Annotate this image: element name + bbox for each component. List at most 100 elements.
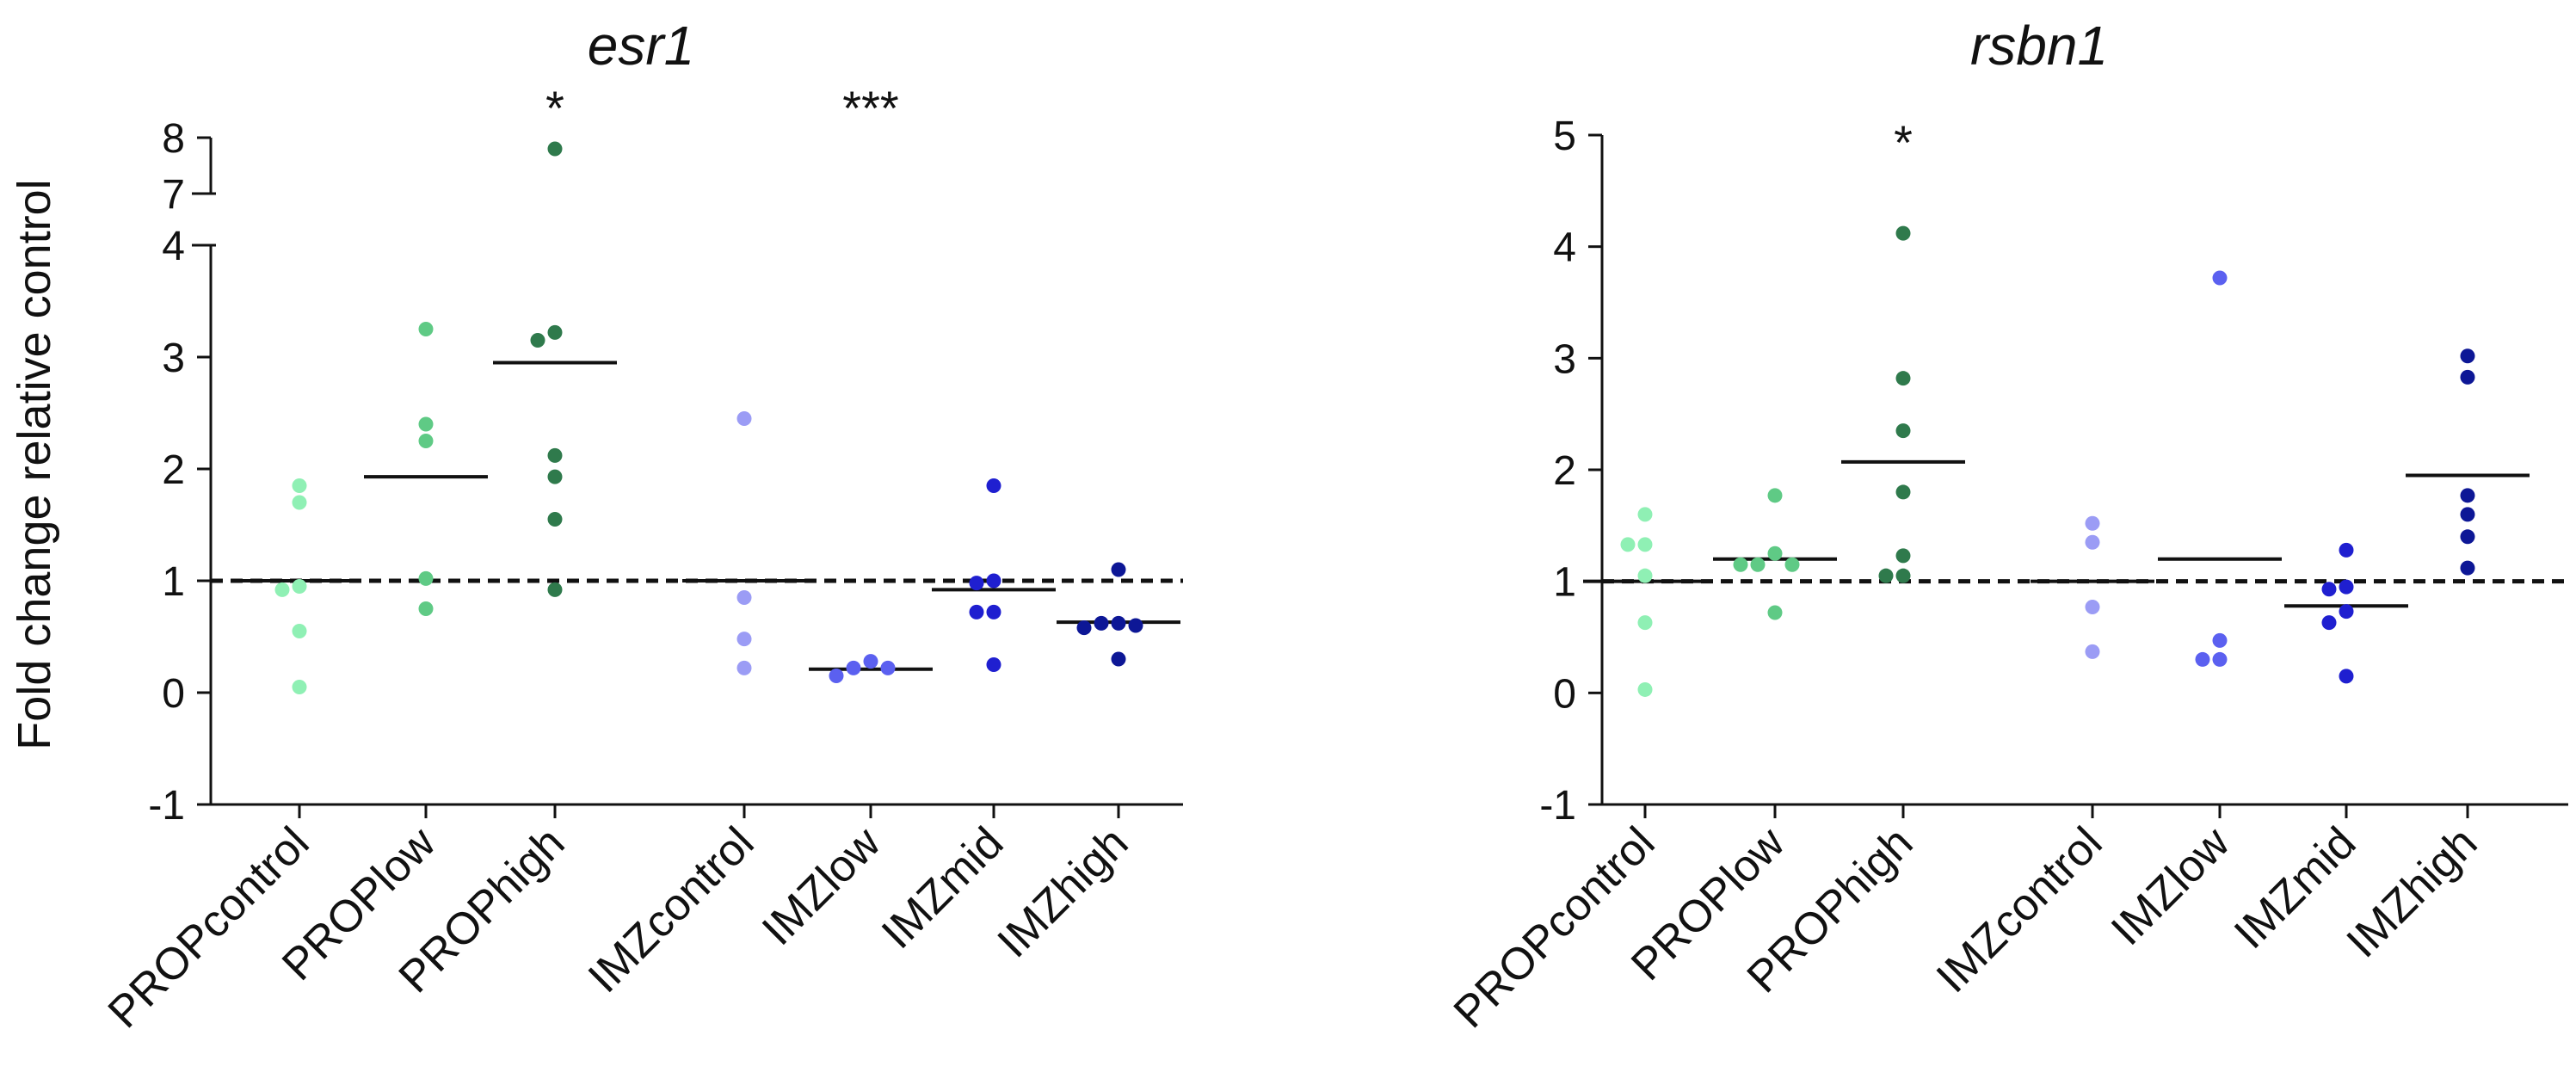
data-point bbox=[1620, 537, 1636, 552]
data-point bbox=[2460, 488, 2475, 503]
y-tick-label: 1 bbox=[162, 559, 185, 605]
data-point bbox=[1784, 557, 1800, 572]
data-point bbox=[863, 654, 878, 669]
data-point bbox=[986, 573, 1001, 589]
y-tick-label: 3 bbox=[1553, 336, 1576, 382]
data-point bbox=[1076, 620, 1092, 636]
data-point bbox=[292, 478, 307, 493]
data-point bbox=[1767, 488, 1783, 503]
data-point bbox=[547, 447, 563, 463]
y-axis-label: Fold change relative control bbox=[9, 179, 60, 749]
data-point bbox=[1637, 615, 1653, 631]
chart-title: esr1 bbox=[588, 15, 695, 77]
x-tick-label: IMZlow bbox=[2102, 817, 2240, 955]
significance-marker: * bbox=[545, 81, 564, 135]
data-point bbox=[2321, 582, 2337, 597]
data-point bbox=[880, 660, 896, 675]
data-point bbox=[2212, 270, 2228, 286]
x-tick-label: IMZlow bbox=[753, 817, 891, 955]
data-point bbox=[1733, 557, 1748, 572]
data-point bbox=[986, 478, 1001, 493]
data-point bbox=[292, 680, 307, 694]
data-point bbox=[2212, 632, 2228, 648]
data-point bbox=[2339, 542, 2354, 558]
data-point bbox=[547, 469, 563, 484]
x-tick-label: IMZhigh bbox=[2338, 817, 2487, 967]
data-point bbox=[2085, 515, 2100, 531]
x-tick-label: IMZcontrol bbox=[1927, 817, 2112, 1002]
y-tick-label: 0 bbox=[162, 671, 185, 717]
chart-title: rsbn1 bbox=[1970, 15, 2108, 77]
data-point bbox=[1637, 537, 1653, 552]
y-tick-label: 2 bbox=[162, 447, 185, 493]
data-point bbox=[1895, 371, 1911, 386]
data-point bbox=[547, 582, 563, 597]
data-point bbox=[2212, 651, 2228, 667]
y-tick-label: 3 bbox=[162, 336, 185, 381]
data-point bbox=[1637, 507, 1653, 522]
data-point bbox=[1111, 615, 1126, 631]
x-tick-label: PROPcontrol bbox=[99, 817, 319, 1038]
data-point bbox=[418, 322, 434, 336]
data-point bbox=[2085, 534, 2100, 550]
y-tick-label: 4 bbox=[1553, 225, 1576, 271]
data-point bbox=[2195, 651, 2210, 667]
y-tick-label: 1 bbox=[1553, 560, 1576, 606]
data-point bbox=[969, 576, 984, 591]
y-tick-label: -1 bbox=[1539, 783, 1576, 829]
data-point bbox=[1895, 484, 1911, 500]
data-point bbox=[1094, 615, 1109, 631]
data-point bbox=[736, 411, 752, 426]
data-point bbox=[547, 512, 563, 527]
data-point bbox=[1128, 618, 1143, 633]
x-tick-label: IMZhigh bbox=[989, 817, 1138, 967]
data-point bbox=[846, 660, 861, 675]
data-point bbox=[2085, 644, 2100, 659]
y-tick-label: 7 bbox=[162, 172, 185, 218]
y-tick-label: 4 bbox=[162, 224, 185, 269]
data-point bbox=[530, 333, 545, 348]
data-point bbox=[1767, 605, 1783, 620]
x-tick-label: IMZcontrol bbox=[579, 817, 764, 1002]
data-point bbox=[1895, 225, 1911, 241]
data-point bbox=[736, 590, 752, 605]
data-point bbox=[547, 141, 563, 157]
data-point bbox=[1895, 423, 1911, 439]
data-point bbox=[736, 660, 752, 675]
data-point bbox=[292, 624, 307, 638]
data-point bbox=[1111, 651, 1126, 667]
data-point bbox=[1637, 568, 1653, 583]
data-point bbox=[418, 434, 434, 448]
data-point bbox=[1878, 568, 1894, 583]
data-point bbox=[2460, 348, 2475, 364]
data-point bbox=[986, 657, 1001, 672]
data-point bbox=[2460, 369, 2475, 385]
data-point bbox=[274, 582, 290, 597]
y-tick-label: -1 bbox=[148, 783, 185, 829]
data-point bbox=[2460, 529, 2475, 545]
y-tick-label: 5 bbox=[1553, 114, 1576, 159]
data-point bbox=[292, 579, 307, 594]
data-point bbox=[2321, 615, 2337, 631]
data-point bbox=[1111, 562, 1126, 577]
data-point bbox=[986, 604, 1001, 619]
y-tick-label: 2 bbox=[1553, 448, 1576, 494]
data-point bbox=[969, 604, 984, 619]
data-point bbox=[292, 495, 307, 510]
data-point bbox=[2460, 560, 2475, 576]
data-point bbox=[1895, 568, 1911, 583]
y-tick-label: 8 bbox=[162, 116, 185, 162]
data-point bbox=[2085, 599, 2100, 614]
data-point bbox=[1637, 681, 1653, 697]
data-point bbox=[1895, 548, 1911, 564]
data-point bbox=[1767, 546, 1783, 561]
data-point bbox=[2460, 507, 2475, 522]
data-point bbox=[829, 669, 844, 683]
y-tick-label: 0 bbox=[1553, 671, 1576, 717]
data-point bbox=[418, 601, 434, 616]
data-point bbox=[418, 416, 434, 432]
data-point bbox=[2339, 579, 2354, 595]
significance-marker: * bbox=[1894, 115, 1913, 170]
